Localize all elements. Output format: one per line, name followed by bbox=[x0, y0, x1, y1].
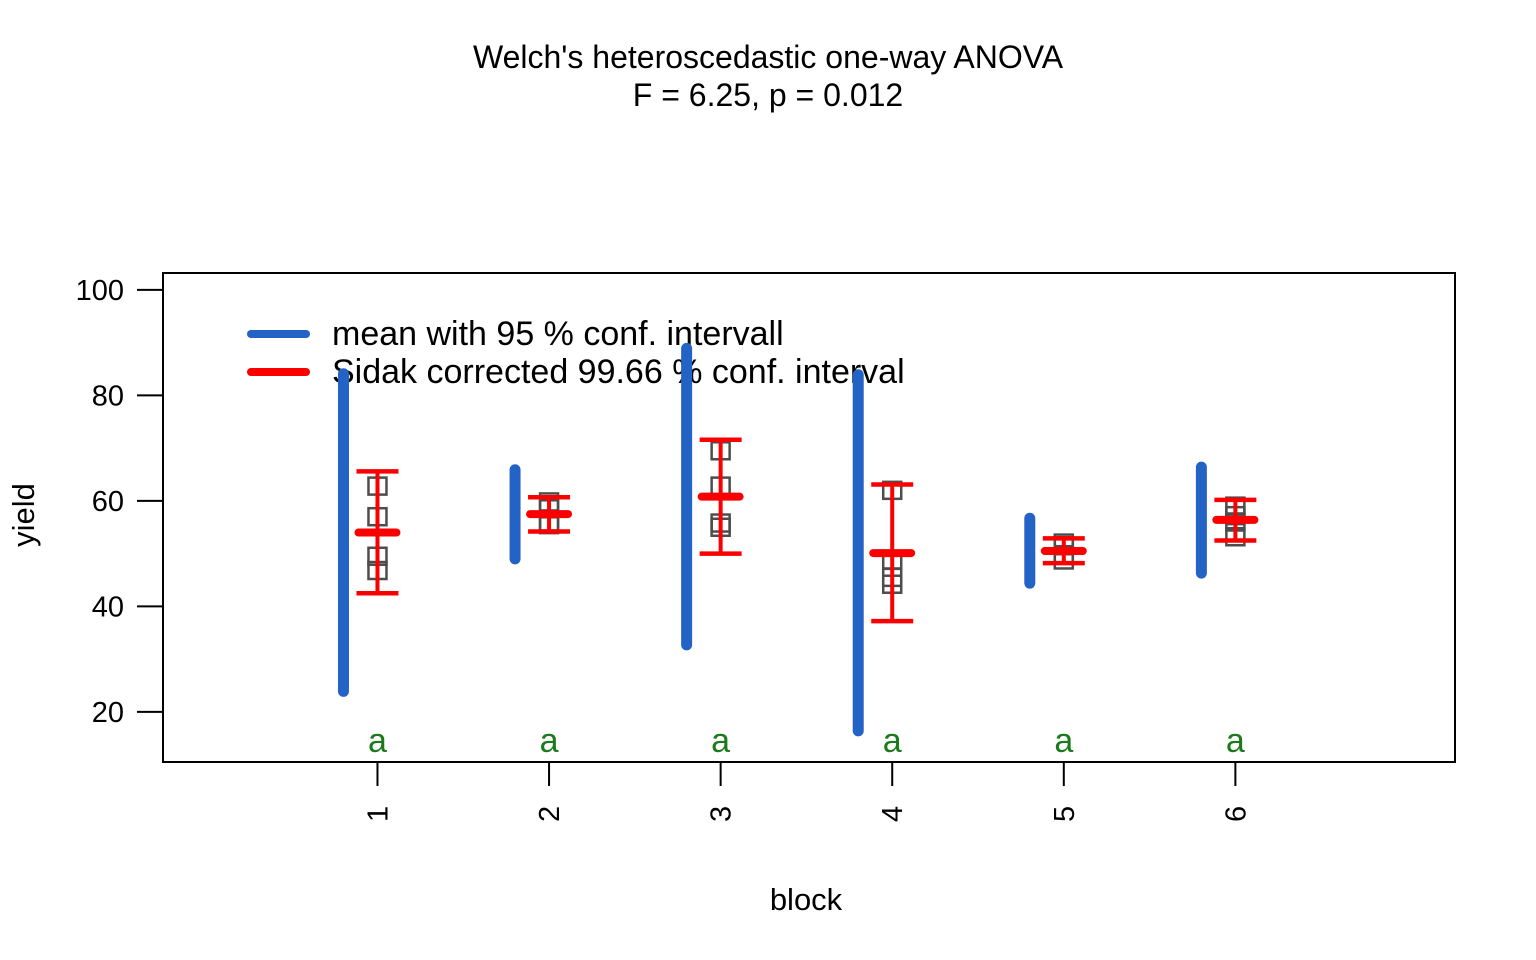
legend-swatch-blue-line bbox=[247, 330, 310, 338]
y-tick-label: 100 bbox=[76, 275, 124, 307]
y-tick-label: 80 bbox=[92, 380, 124, 412]
y-tick-label: 60 bbox=[92, 486, 124, 518]
x-tick-label: 5 bbox=[1049, 806, 1081, 822]
legend-label-sidak-ci: Sidak corrected 99.66 % conf. interval bbox=[332, 352, 905, 391]
legend-swatch-red-line bbox=[247, 368, 310, 376]
x-tick-label: 3 bbox=[706, 806, 738, 822]
data-point-square bbox=[367, 560, 388, 581]
x-tick-label: 1 bbox=[362, 806, 394, 822]
legend: mean with 95 % conf. intervall Sidak cor… bbox=[247, 315, 905, 391]
x-tick-label: 6 bbox=[1220, 806, 1252, 822]
data-point-square bbox=[1053, 550, 1075, 570]
y-tick-label: 20 bbox=[92, 697, 124, 729]
data-point-square bbox=[881, 574, 903, 594]
chart-subtitle: F = 6.25, p = 0.012 bbox=[632, 77, 904, 113]
data-point-square bbox=[1053, 544, 1075, 565]
data-point-square bbox=[881, 567, 903, 588]
data-point-square bbox=[1225, 496, 1246, 516]
data-point-square bbox=[710, 441, 731, 461]
x-tick-label: 2 bbox=[534, 806, 566, 822]
data-point-square bbox=[881, 480, 903, 501]
data-point-square bbox=[1053, 533, 1075, 553]
data-point-square bbox=[1225, 512, 1246, 532]
cld-letter-block-3: a bbox=[711, 722, 730, 760]
y-tick-label: 40 bbox=[92, 591, 124, 623]
data-point-square bbox=[538, 512, 560, 532]
cld-letter-block-1: a bbox=[368, 722, 387, 760]
legend-item-sidak-ci: Sidak corrected 99.66 % conf. interval bbox=[247, 353, 905, 391]
y-axis-title: yield bbox=[6, 483, 41, 547]
cld-letter-block-5: a bbox=[1054, 722, 1073, 760]
data-point-square bbox=[881, 550, 903, 570]
cld-letter-block-4: a bbox=[883, 722, 902, 760]
data-point-square bbox=[710, 513, 731, 533]
data-point-square bbox=[367, 546, 388, 567]
data-point-square bbox=[710, 476, 731, 496]
data-point-square bbox=[367, 506, 388, 527]
title-block: Welch's heteroscedastic one-way ANOVA F … bbox=[0, 38, 1536, 114]
cld-letter-block-2: a bbox=[540, 722, 559, 760]
data-point-square bbox=[1225, 527, 1246, 547]
data-point-square bbox=[367, 476, 388, 496]
data-point-square bbox=[710, 517, 731, 538]
data-point-square bbox=[538, 492, 560, 512]
data-point-square bbox=[1225, 505, 1246, 526]
cld-letter-block-6: a bbox=[1226, 722, 1245, 760]
legend-label-mean-ci: mean with 95 % conf. intervall bbox=[332, 314, 784, 353]
legend-item-mean-ci: mean with 95 % conf. intervall bbox=[247, 315, 905, 353]
data-point-square bbox=[538, 499, 560, 519]
data-point-square bbox=[1053, 535, 1075, 556]
data-point-square bbox=[538, 514, 560, 535]
x-tick-label: 4 bbox=[877, 806, 909, 822]
x-axis-title: block bbox=[769, 882, 843, 917]
chart-title: Welch's heteroscedastic one-way ANOVA bbox=[472, 39, 1064, 75]
